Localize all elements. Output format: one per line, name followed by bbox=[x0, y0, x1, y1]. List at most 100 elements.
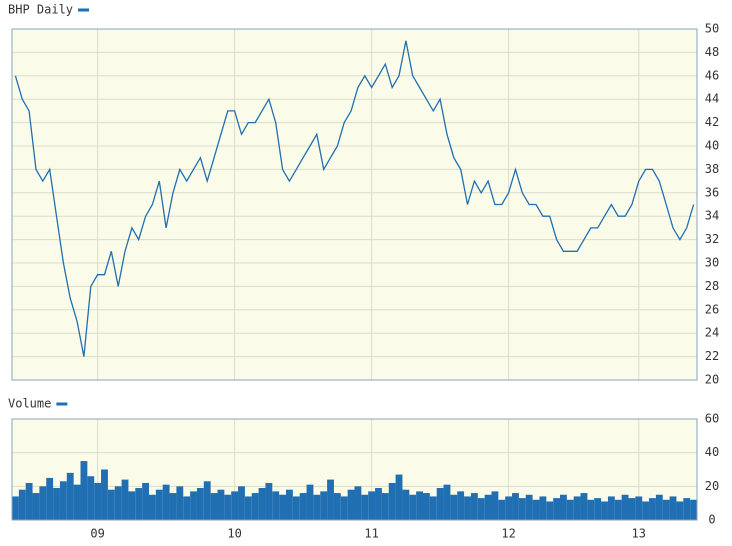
volume-bar bbox=[498, 499, 506, 520]
volume-bar bbox=[244, 496, 252, 520]
volume-bar bbox=[238, 486, 245, 520]
volume-bar bbox=[587, 499, 595, 520]
volume-bar bbox=[464, 496, 471, 520]
volume-bar bbox=[101, 469, 108, 520]
price-line bbox=[14, 40, 695, 357]
volume-bar bbox=[87, 476, 95, 520]
volume-bar bbox=[73, 484, 81, 520]
volume-bar bbox=[107, 489, 115, 520]
volume-bar bbox=[690, 499, 697, 520]
volume-bar bbox=[381, 493, 389, 520]
volume-bar bbox=[327, 479, 334, 520]
volume-bar bbox=[553, 498, 560, 520]
volume-bar bbox=[361, 494, 369, 520]
volume-bar bbox=[128, 491, 136, 520]
volume-bar bbox=[402, 489, 410, 520]
volume-bar bbox=[642, 501, 650, 520]
volume-bar bbox=[251, 493, 259, 520]
volume-bar bbox=[272, 491, 280, 520]
volume-bar bbox=[607, 496, 615, 520]
volume-bar bbox=[484, 494, 492, 520]
volume-bar bbox=[614, 499, 622, 520]
volume-bar bbox=[320, 491, 328, 520]
x-tick-label: 10 bbox=[227, 527, 241, 541]
volume-bar bbox=[190, 491, 197, 520]
volume-bar bbox=[662, 499, 670, 520]
y-tick-label: 36 bbox=[705, 185, 719, 199]
volume-bar bbox=[594, 498, 602, 520]
volume-bar bbox=[347, 489, 355, 520]
volume-bar bbox=[183, 496, 191, 520]
volume-bar bbox=[306, 484, 314, 520]
legend-label: BHP Daily bbox=[8, 3, 73, 17]
volume-bar bbox=[155, 489, 163, 520]
volume-bar bbox=[203, 481, 211, 520]
x-tick-label: 13 bbox=[632, 527, 646, 541]
volume-bar bbox=[46, 477, 54, 520]
volume-bar bbox=[18, 489, 26, 520]
volume-bar bbox=[162, 484, 170, 520]
y-tick-label: 26 bbox=[705, 302, 719, 316]
volume-bar bbox=[292, 496, 300, 520]
plot-border bbox=[11, 418, 698, 521]
y-tick-label: 46 bbox=[705, 68, 719, 82]
volume-bar bbox=[114, 486, 122, 520]
volume-bar bbox=[169, 493, 177, 520]
volume-bar bbox=[573, 496, 581, 520]
volume-bar bbox=[333, 493, 341, 520]
volume-bar bbox=[470, 493, 478, 520]
volume-bar bbox=[224, 494, 232, 520]
y-tick-label: 50 bbox=[705, 22, 719, 36]
y-tick-label: 24 bbox=[705, 326, 719, 340]
legend-label: Volume bbox=[8, 397, 51, 411]
x-tick-label: 12 bbox=[501, 527, 515, 541]
volume-bar bbox=[313, 494, 321, 520]
plot-area bbox=[12, 29, 697, 380]
volume-bar bbox=[80, 461, 88, 520]
volume-bar bbox=[340, 496, 348, 520]
volume-bar bbox=[53, 488, 60, 520]
volume-bar bbox=[416, 491, 423, 520]
volume-bar bbox=[231, 491, 239, 520]
y-tick-label: 42 bbox=[705, 115, 719, 129]
volume-bar bbox=[39, 486, 47, 520]
volume-bar bbox=[477, 498, 485, 520]
volume-bar bbox=[286, 489, 293, 520]
y-tick-label: 20 bbox=[705, 373, 719, 387]
volume-bar bbox=[601, 501, 608, 520]
plot-border bbox=[11, 28, 698, 381]
volume-bar bbox=[368, 491, 376, 520]
volume-bar bbox=[457, 491, 465, 520]
volume-bar bbox=[546, 501, 554, 520]
x-tick-label: 09 bbox=[90, 527, 104, 541]
volume-bar bbox=[669, 496, 677, 520]
volume-bar bbox=[210, 493, 218, 520]
y-tick-label: 34 bbox=[705, 209, 719, 223]
volume-bar bbox=[94, 482, 102, 520]
y-tick-label: 40 bbox=[705, 445, 719, 459]
volume-bar bbox=[560, 494, 567, 520]
volume-bar bbox=[450, 494, 458, 520]
volume-bar bbox=[566, 499, 574, 520]
volume-bar bbox=[121, 479, 129, 520]
volume-bar bbox=[395, 474, 403, 520]
volume-bar bbox=[621, 494, 629, 520]
volume-bar bbox=[429, 496, 437, 520]
volume-bar bbox=[443, 484, 451, 520]
volume-bar bbox=[279, 494, 286, 520]
volume-bar bbox=[388, 482, 396, 520]
volume-bar bbox=[436, 488, 444, 520]
volume-bar bbox=[649, 498, 656, 520]
volume-bar bbox=[683, 498, 691, 520]
volume-bar bbox=[525, 494, 533, 520]
volume-bar bbox=[512, 493, 519, 520]
volume-bar bbox=[12, 496, 19, 520]
volume-bar bbox=[59, 481, 67, 520]
volume-bar bbox=[423, 493, 430, 520]
volume-bar bbox=[135, 488, 143, 520]
y-tick-label: 20 bbox=[705, 479, 719, 493]
volume-bar bbox=[32, 493, 40, 520]
volume-bar bbox=[635, 496, 643, 520]
volume-bar bbox=[66, 472, 74, 520]
volume-bar bbox=[142, 482, 149, 520]
